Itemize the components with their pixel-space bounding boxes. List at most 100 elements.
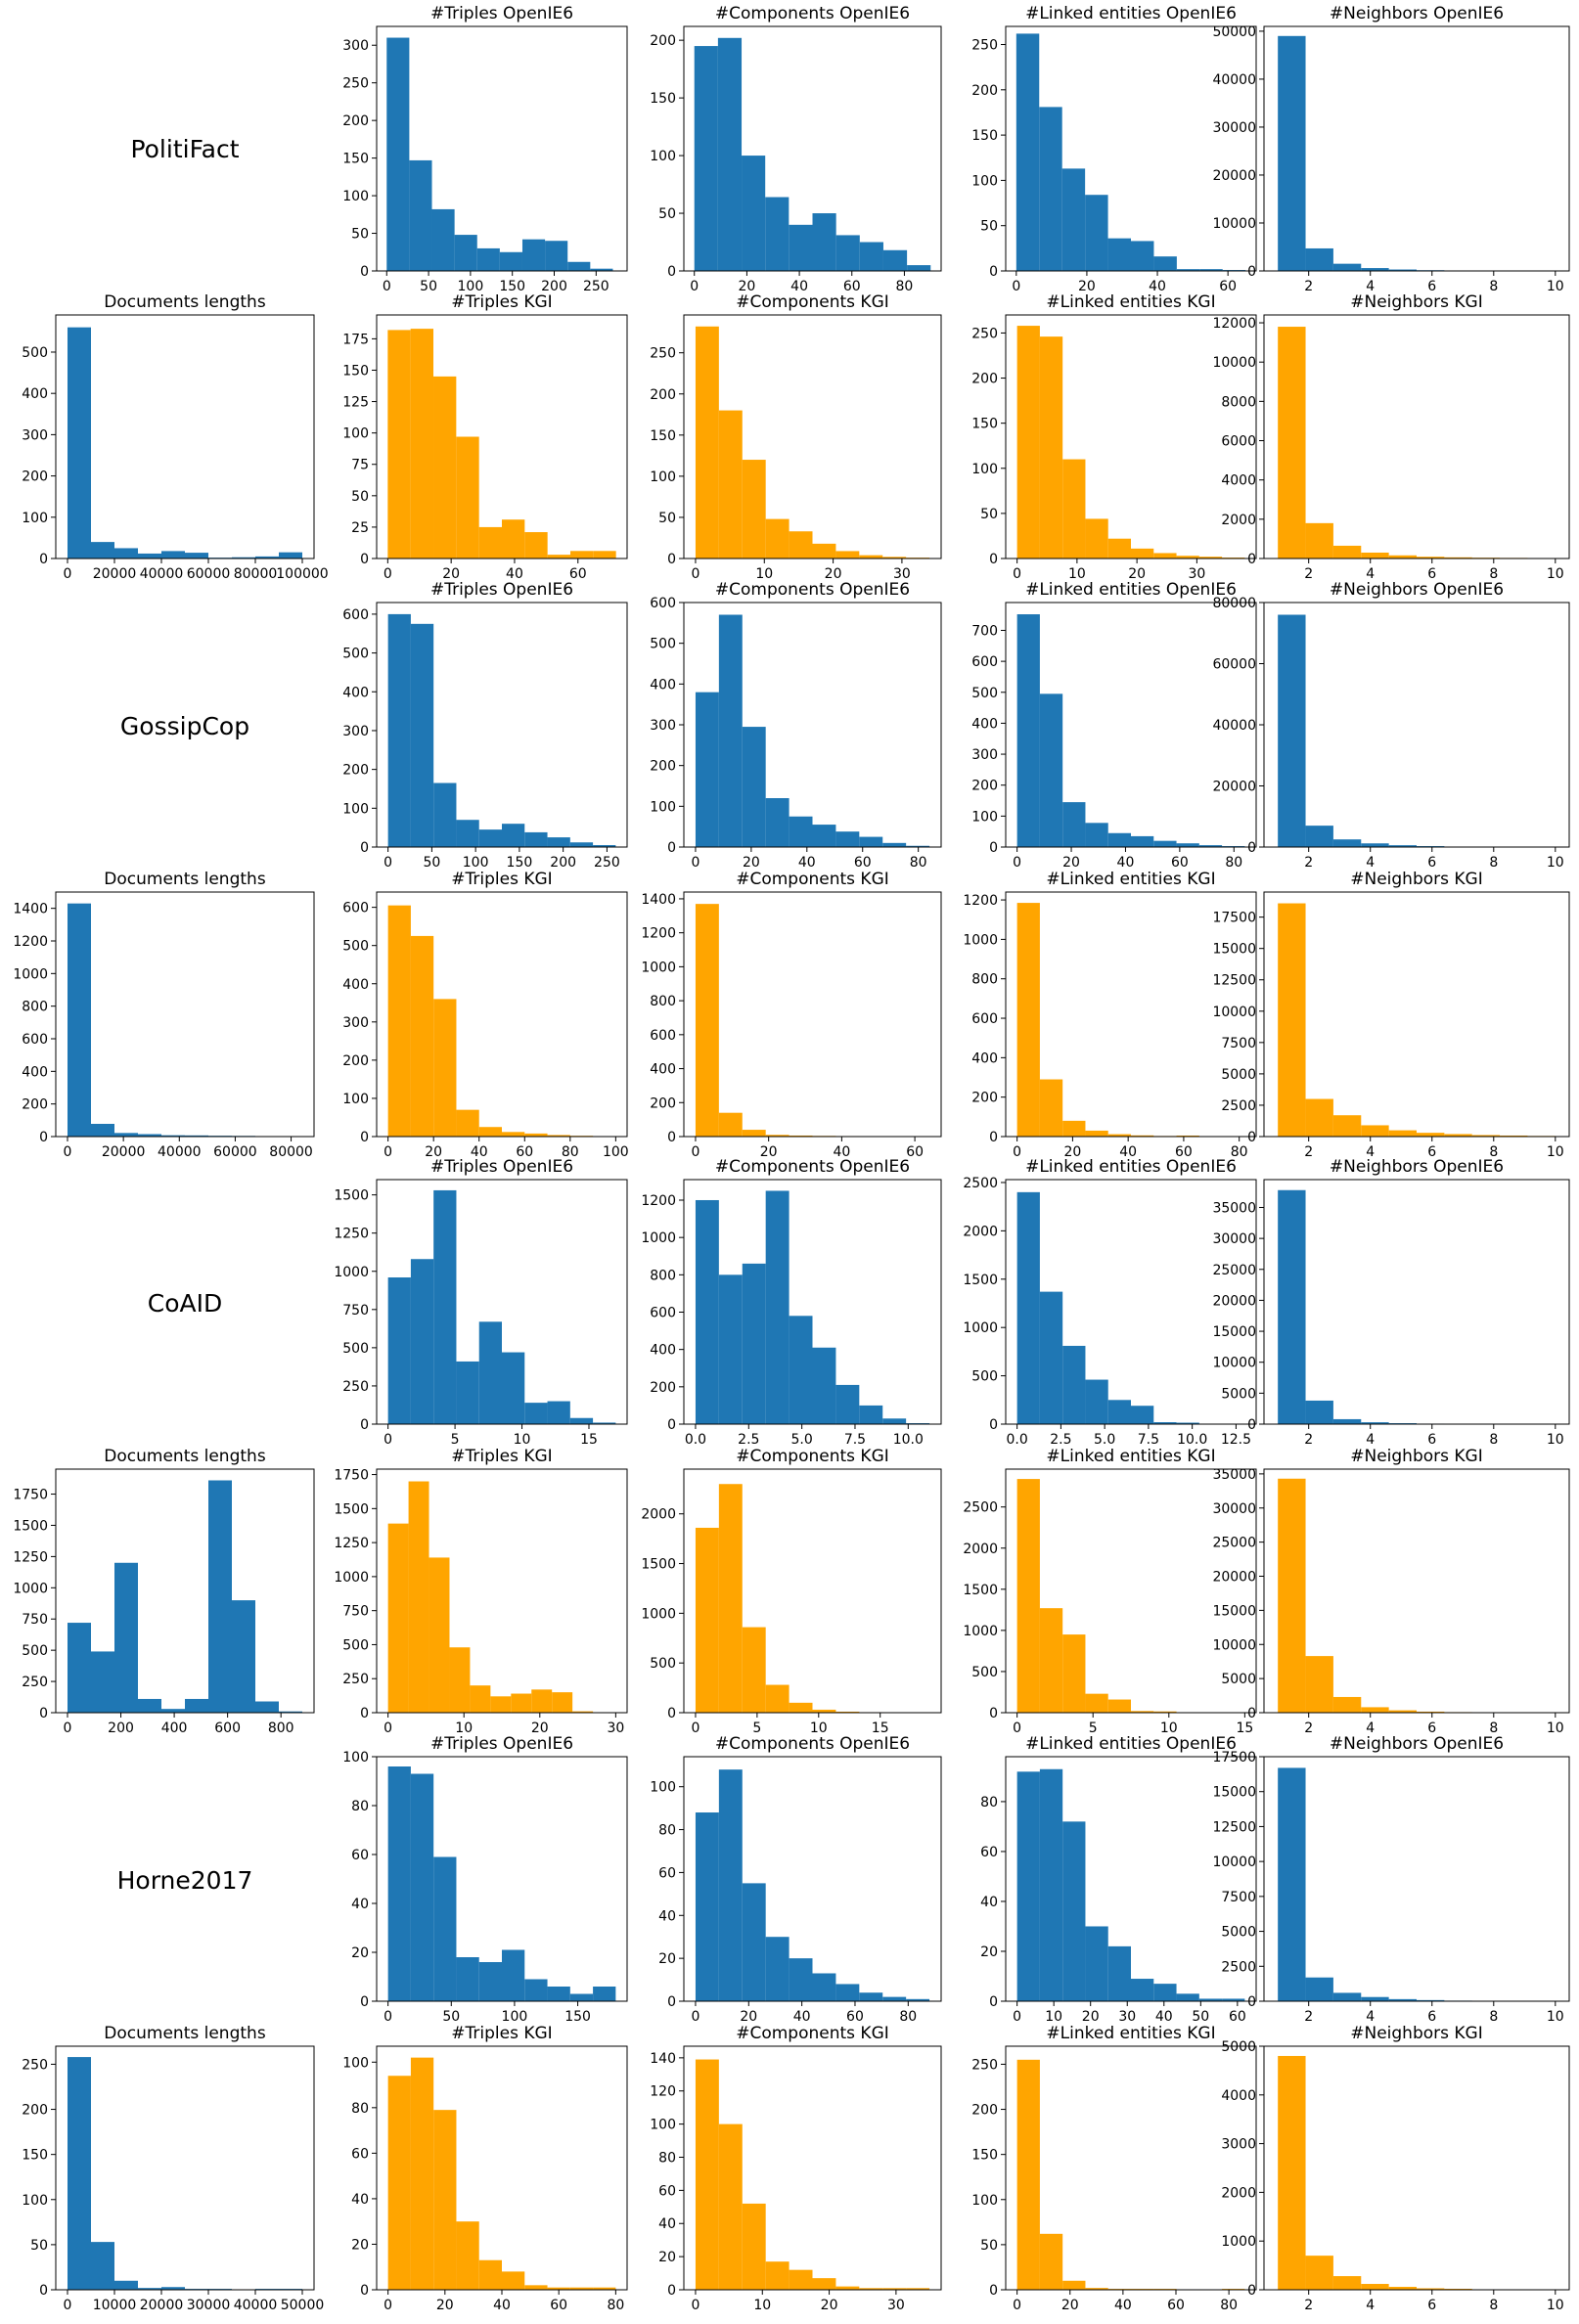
y-tick-label: 4000 xyxy=(1221,2088,1256,2104)
x-tick-label: 60 xyxy=(569,566,587,582)
y-tick-label: 50 xyxy=(980,219,998,235)
histogram-bar xyxy=(718,1112,743,1137)
y-tick-label: 175 xyxy=(342,332,369,347)
histogram-bar xyxy=(835,1384,860,1424)
x-tick-label: 6 xyxy=(1427,1144,1436,1160)
y-tick-label: 50 xyxy=(658,206,676,222)
x-tick-label: 20 xyxy=(743,855,760,871)
x-tick-label: 0 xyxy=(691,1721,699,1736)
histogram-bar xyxy=(718,410,743,559)
histogram-bar xyxy=(742,460,766,559)
y-tick-label: 500 xyxy=(342,647,369,662)
dataset-label-coaid: CoAID xyxy=(148,1289,222,1318)
x-tick-label: 10 xyxy=(753,2298,771,2313)
y-tick-label: 1750 xyxy=(334,1468,369,1484)
histogram-bar xyxy=(1016,2059,1040,2290)
y-tick-label: 400 xyxy=(971,716,998,732)
histogram-bar xyxy=(1107,832,1131,847)
x-tick-label: 40 xyxy=(471,1144,488,1160)
y-tick-label: 750 xyxy=(342,1604,369,1620)
histogram-bar xyxy=(1039,1079,1063,1137)
x-tick-label: 2.5 xyxy=(738,1432,759,1448)
histogram-bar xyxy=(1198,845,1223,847)
y-tick-label: 100 xyxy=(342,1092,369,1107)
y-tick-label: 80 xyxy=(658,1823,676,1839)
y-tick-label: 100 xyxy=(22,2193,48,2209)
chart-title: #Components OpenIE6 xyxy=(715,4,910,23)
y-tick-label: 1000 xyxy=(641,960,676,975)
histogram-bar xyxy=(547,1135,570,1137)
x-tick-label: 10 xyxy=(1547,566,1564,582)
x-tick-label: 20 xyxy=(1062,855,1080,871)
chart-title: #Triples OpenIE6 xyxy=(430,1157,573,1177)
x-tick-label: 150 xyxy=(507,855,533,871)
x-tick-label: 4 xyxy=(1366,279,1375,294)
histogram-bar xyxy=(569,1993,594,2001)
x-tick-label: 40 xyxy=(1149,279,1166,294)
histogram-bar xyxy=(552,1692,573,1713)
histogram-bar xyxy=(812,543,836,559)
x-tick-label: 100 xyxy=(603,1144,629,1160)
y-tick-label: 1000 xyxy=(13,1581,48,1596)
x-tick-label: 40 xyxy=(506,566,523,582)
x-tick-label: 20 xyxy=(1082,2009,1100,2025)
histogram-bar xyxy=(569,842,594,847)
y-tick-label: 200 xyxy=(971,2103,998,2119)
x-tick-label: 7.5 xyxy=(1138,1432,1159,1448)
histogram-ca-tri-k: #Triples KGI 0 10 20 30 0 250 500 750 1000 1250 150… xyxy=(334,1447,628,1736)
histogram-bar xyxy=(1332,1115,1362,1137)
y-tick-label: 1750 xyxy=(13,1488,48,1503)
histogram-bar xyxy=(433,376,457,559)
y-tick-label: 750 xyxy=(22,1612,48,1628)
histogram-bar xyxy=(859,555,883,559)
axes-frame xyxy=(1263,2045,1570,2291)
y-tick-label: 20 xyxy=(980,1944,998,1960)
y-tick-label: 250 xyxy=(971,38,998,54)
y-tick-label: 200 xyxy=(650,759,676,775)
x-tick-label: 100000 xyxy=(276,566,328,582)
x-tick-label: 50 xyxy=(442,2009,460,2025)
x-tick-label: 20 xyxy=(738,279,755,294)
histogram-bar xyxy=(742,156,766,271)
histogram-bar xyxy=(454,235,477,271)
x-tick-label: 6 xyxy=(1427,2298,1436,2313)
histogram-bar xyxy=(882,842,907,847)
y-tick-label: 50 xyxy=(351,227,369,243)
histogram-bar xyxy=(1278,35,1306,271)
x-tick-label: 12.5 xyxy=(1221,1432,1251,1448)
histogram-bar xyxy=(1039,1608,1063,1713)
y-tick-label: 100 xyxy=(650,149,676,164)
histogram-bar xyxy=(431,208,455,271)
y-tick-label: 100 xyxy=(650,1780,676,1796)
histogram-bar xyxy=(1107,1134,1131,1137)
histogram-bar xyxy=(765,1135,790,1137)
x-tick-label: 200 xyxy=(541,279,567,294)
chart-title: #Components KGI xyxy=(736,1447,889,1466)
histogram-bar xyxy=(765,1684,790,1713)
y-tick-label: 300 xyxy=(650,718,676,734)
y-tick-label: 5000 xyxy=(1221,1672,1256,1687)
histogram-bar xyxy=(1131,548,1154,559)
y-tick-label: 150 xyxy=(22,2148,48,2164)
y-tick-label: 80000 xyxy=(1212,596,1256,611)
histogram-bar xyxy=(478,1962,502,2001)
x-tick-label: 0.0 xyxy=(1007,1432,1028,1448)
histogram-pf-nbr-o: #Neighbors OpenIE6 2 4 6 8 10 0 10000 20000 30000… xyxy=(1212,4,1570,294)
x-tick-label: 2 xyxy=(1304,1432,1313,1448)
x-tick-label: 80000 xyxy=(234,566,278,582)
histogram-bar xyxy=(1176,1422,1199,1424)
x-tick-label: 150 xyxy=(564,2009,591,2025)
x-tick-label: 4 xyxy=(1366,2298,1375,2313)
y-tick-label: 10000 xyxy=(1212,1637,1256,1653)
histogram-bar xyxy=(185,553,208,559)
y-tick-label: 0 xyxy=(360,2283,369,2299)
histogram-bar xyxy=(1278,614,1306,847)
axes-frame xyxy=(683,314,942,559)
histogram-bar xyxy=(1417,2288,1445,2290)
y-tick-label: 17500 xyxy=(1212,911,1256,926)
histogram-bar xyxy=(1361,1707,1389,1713)
y-tick-label: 12500 xyxy=(1212,973,1256,989)
x-tick-label: 6 xyxy=(1427,2009,1436,2025)
histogram-bar xyxy=(1062,802,1086,847)
